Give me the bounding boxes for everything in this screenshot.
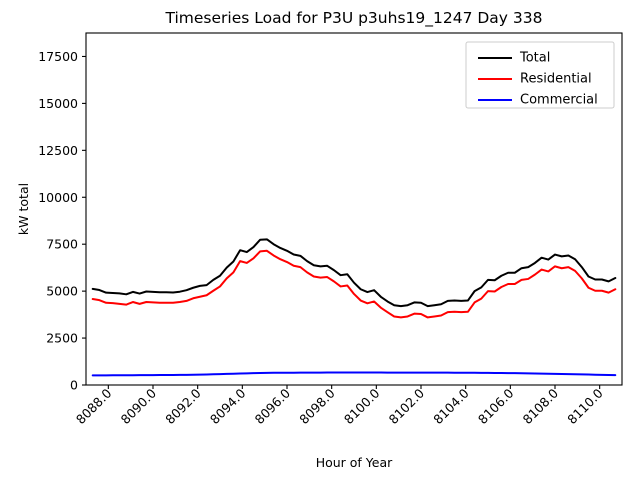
y-tick-label: 2500 [46,331,78,346]
axes-spines [85,32,623,386]
chart-legend[interactable]: Total Residential Commercial [465,41,615,109]
data-series-group [91,238,617,377]
series-line-residential [91,249,617,319]
series-line-commercial [91,371,617,377]
chart-title: Timeseries Load for P3U p3uhs19_1247 Day… [165,9,543,28]
y-tick-label: 10000 [38,190,78,205]
y-tick-label: 0 [70,378,78,393]
y-tick-label: 5000 [46,284,78,299]
legend-label-total: Total [519,51,550,66]
y-tick-label: 15000 [38,96,78,111]
legend-label-residential: Residential [520,72,592,87]
legend-label-commercial: Commercial [520,93,598,108]
y-tick-label: 12500 [38,143,78,158]
y-tick-label: 7500 [46,237,78,252]
y-axis-label: kW total [16,183,31,235]
legend-entries: Total Residential Commercial [478,51,598,108]
y-tick-label: 17500 [38,49,78,64]
x-axis-label: Hour of Year [316,455,393,470]
series-line-total [91,238,617,308]
y-axis-ticks: 0 2500 5000 7500 10000 12500 15000 17500 [38,49,86,393]
